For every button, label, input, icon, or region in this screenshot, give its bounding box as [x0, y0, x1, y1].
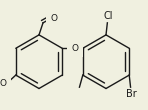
Text: O: O [71, 44, 78, 53]
Text: Br: Br [126, 89, 137, 99]
Text: Cl: Cl [103, 11, 113, 21]
Text: O: O [51, 14, 58, 23]
Text: O: O [0, 79, 6, 88]
